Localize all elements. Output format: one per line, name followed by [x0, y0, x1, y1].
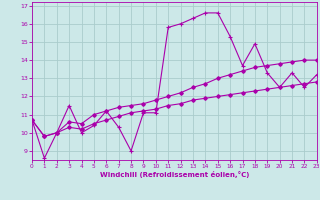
- X-axis label: Windchill (Refroidissement éolien,°C): Windchill (Refroidissement éolien,°C): [100, 171, 249, 178]
